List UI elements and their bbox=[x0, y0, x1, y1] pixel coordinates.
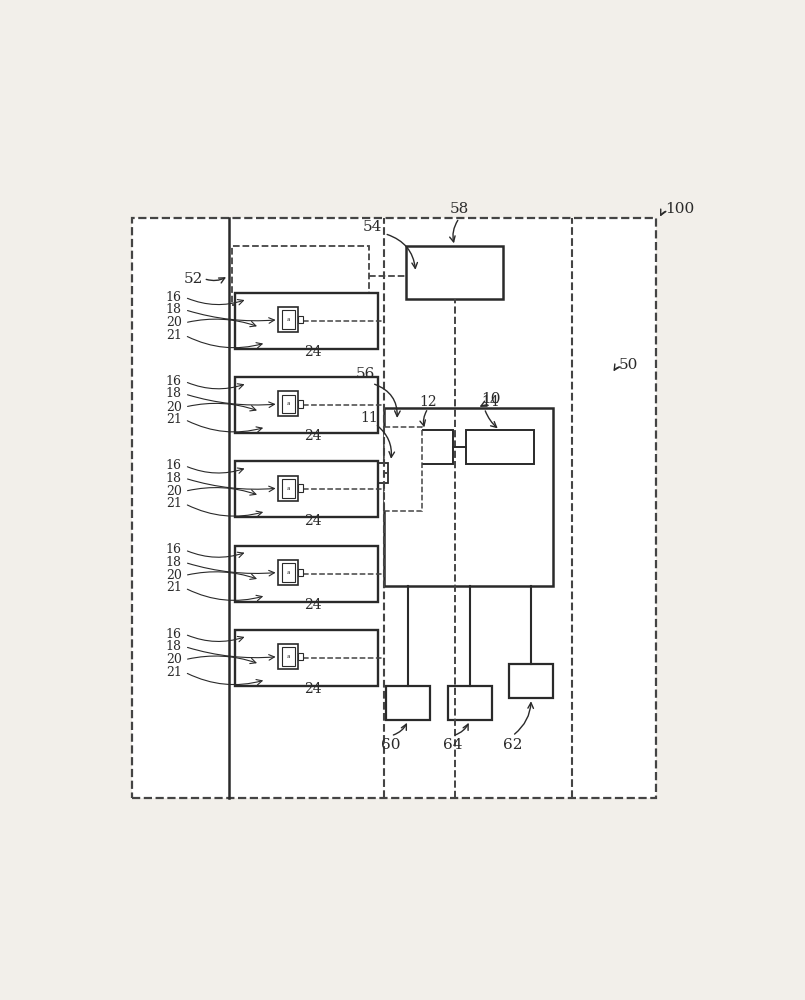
Bar bbox=[299, 653, 303, 660]
Bar bbox=[282, 563, 295, 582]
Bar bbox=[448, 686, 492, 720]
Bar bbox=[299, 569, 303, 576]
Text: 24: 24 bbox=[304, 345, 321, 359]
Text: 16: 16 bbox=[166, 291, 182, 304]
Bar bbox=[282, 395, 295, 413]
Text: 52: 52 bbox=[184, 272, 204, 286]
Bar bbox=[282, 647, 295, 666]
Text: 24: 24 bbox=[304, 429, 321, 443]
Text: 20: 20 bbox=[166, 569, 182, 582]
Text: a: a bbox=[287, 401, 290, 406]
Text: 20: 20 bbox=[166, 316, 182, 329]
Text: 21: 21 bbox=[166, 581, 182, 594]
Bar bbox=[279, 560, 299, 585]
Text: a: a bbox=[287, 654, 290, 659]
Text: 24: 24 bbox=[304, 598, 321, 612]
Text: 12: 12 bbox=[419, 395, 437, 409]
Text: 24: 24 bbox=[304, 514, 321, 528]
Text: 16: 16 bbox=[166, 459, 182, 472]
Text: 16: 16 bbox=[166, 628, 182, 641]
Bar bbox=[279, 644, 299, 669]
Text: 16: 16 bbox=[166, 375, 182, 388]
Bar bbox=[510, 664, 553, 698]
Bar bbox=[282, 310, 295, 329]
Bar bbox=[232, 246, 369, 305]
Bar bbox=[235, 377, 378, 433]
Text: 10: 10 bbox=[481, 392, 500, 406]
Text: 58: 58 bbox=[450, 202, 469, 216]
Bar bbox=[282, 479, 295, 498]
Text: 62: 62 bbox=[502, 738, 522, 752]
Bar bbox=[407, 430, 453, 464]
Text: 20: 20 bbox=[166, 485, 182, 498]
Text: 18: 18 bbox=[166, 472, 182, 485]
Bar bbox=[377, 463, 388, 483]
Bar bbox=[235, 461, 378, 517]
Text: 20: 20 bbox=[166, 401, 182, 414]
Text: 54: 54 bbox=[362, 220, 382, 234]
Bar bbox=[385, 427, 422, 511]
Text: 64: 64 bbox=[443, 738, 462, 752]
Text: 56: 56 bbox=[356, 367, 375, 381]
Text: a: a bbox=[287, 317, 290, 322]
Bar bbox=[299, 484, 303, 492]
Text: 100: 100 bbox=[665, 202, 695, 216]
Text: 18: 18 bbox=[166, 303, 182, 316]
Text: 50: 50 bbox=[618, 358, 638, 372]
Text: 21: 21 bbox=[166, 329, 182, 342]
Text: 18: 18 bbox=[166, 556, 182, 569]
Text: 60: 60 bbox=[381, 738, 400, 752]
Text: 11: 11 bbox=[360, 411, 378, 425]
Text: 18: 18 bbox=[166, 640, 182, 653]
Bar bbox=[132, 218, 656, 798]
Bar bbox=[465, 430, 535, 464]
Bar bbox=[279, 307, 299, 332]
Text: 21: 21 bbox=[166, 666, 182, 679]
Bar bbox=[279, 391, 299, 416]
Text: 21: 21 bbox=[166, 497, 182, 510]
Bar bbox=[386, 686, 430, 720]
Bar bbox=[279, 476, 299, 501]
Bar bbox=[235, 630, 378, 686]
Bar bbox=[299, 316, 303, 323]
Text: 24: 24 bbox=[304, 682, 321, 696]
Text: 14: 14 bbox=[481, 395, 499, 409]
Text: 16: 16 bbox=[166, 543, 182, 556]
Text: a: a bbox=[287, 486, 290, 491]
Text: 21: 21 bbox=[166, 413, 182, 426]
Bar bbox=[235, 546, 378, 602]
Bar bbox=[235, 293, 378, 349]
Bar bbox=[385, 408, 553, 586]
Bar bbox=[407, 246, 503, 299]
Text: 18: 18 bbox=[166, 387, 182, 400]
Text: a: a bbox=[287, 570, 290, 575]
Bar bbox=[299, 400, 303, 408]
Text: 20: 20 bbox=[166, 653, 182, 666]
